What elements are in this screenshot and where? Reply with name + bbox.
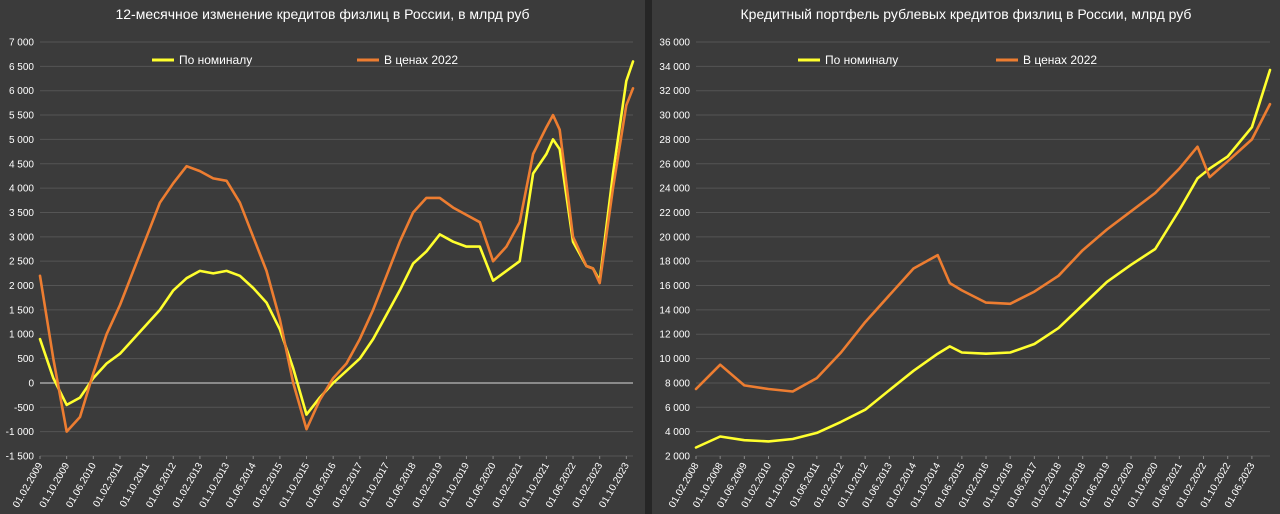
y-tick-label: 32 000 (659, 86, 690, 97)
legend-label-real: В ценах 2022 (1023, 53, 1097, 67)
y-tick-label: 22 000 (659, 208, 690, 219)
y-tick-label: 6 000 (665, 403, 690, 414)
right-chart-title: Кредитный портфель рублевых кредитов физ… (740, 6, 1192, 22)
y-tick-label: 12 000 (659, 330, 690, 341)
y-tick-label: 6 500 (9, 62, 34, 73)
y-tick-label: 5 000 (9, 135, 34, 146)
y-tick-label: 1 500 (9, 305, 34, 316)
right-chart-panel: Кредитный портфель рублевых кредитов физ… (652, 0, 1280, 514)
y-tick-label: 16 000 (659, 281, 690, 292)
left-chart-title: 12-месячное изменение кредитов физлиц в … (115, 6, 530, 22)
y-tick-label: -1 000 (6, 427, 35, 438)
y-tick-label: 24 000 (659, 184, 690, 195)
legend-label-real: В ценах 2022 (384, 53, 458, 67)
y-tick-label: -500 (14, 403, 34, 414)
y-tick-label: 26 000 (659, 159, 690, 170)
y-tick-label: 30 000 (659, 111, 690, 122)
y-tick-label: 5 500 (9, 111, 34, 122)
y-tick-label: 10 000 (659, 354, 690, 365)
y-tick-label: 28 000 (659, 135, 690, 146)
y-tick-label: 34 000 (659, 62, 690, 73)
y-tick-label: 500 (17, 354, 34, 365)
y-tick-label: 18 000 (659, 257, 690, 268)
series-line-nominal (38, 60, 635, 416)
y-tick-label: 4 000 (9, 184, 34, 195)
y-tick-label: 3 500 (9, 208, 34, 219)
y-tick-label: 2 000 (665, 452, 690, 463)
series-line-nominal (694, 68, 1272, 449)
legend-label-nominal: По номиналу (179, 53, 252, 67)
y-tick-label: 7 000 (9, 38, 34, 49)
y-tick-label: 4 000 (665, 427, 690, 438)
y-tick-label: 3 000 (9, 232, 34, 243)
y-tick-label: 2 000 (9, 281, 34, 292)
series-line-real (694, 102, 1272, 393)
y-tick-label: 1 000 (9, 330, 34, 341)
series-line-real (38, 87, 635, 433)
panel-divider (645, 0, 652, 514)
left-chart-plot: -1 500 -1 000 -500 0 500 1 000 1 500 2 000 2 500… (6, 38, 635, 510)
y-tick-label: 4 500 (9, 159, 34, 170)
left-chart-panel: 12-месячное изменение кредитов физлиц в … (0, 0, 645, 514)
y-tick-label: 2 500 (9, 257, 34, 268)
y-tick-label: 14 000 (659, 305, 690, 316)
y-tick-label: 20 000 (659, 232, 690, 243)
y-tick-label: 8 000 (665, 378, 690, 389)
legend-label-nominal: По номиналу (825, 53, 898, 67)
y-tick-label: 0 (28, 378, 34, 389)
right-chart-plot: 2 000 4 000 6 000 8 000 10 000 12 000 14 000 16… (659, 38, 1272, 510)
y-tick-label: -1 500 (6, 452, 35, 463)
y-tick-label: 36 000 (659, 38, 690, 49)
y-tick-label: 6 000 (9, 86, 34, 97)
